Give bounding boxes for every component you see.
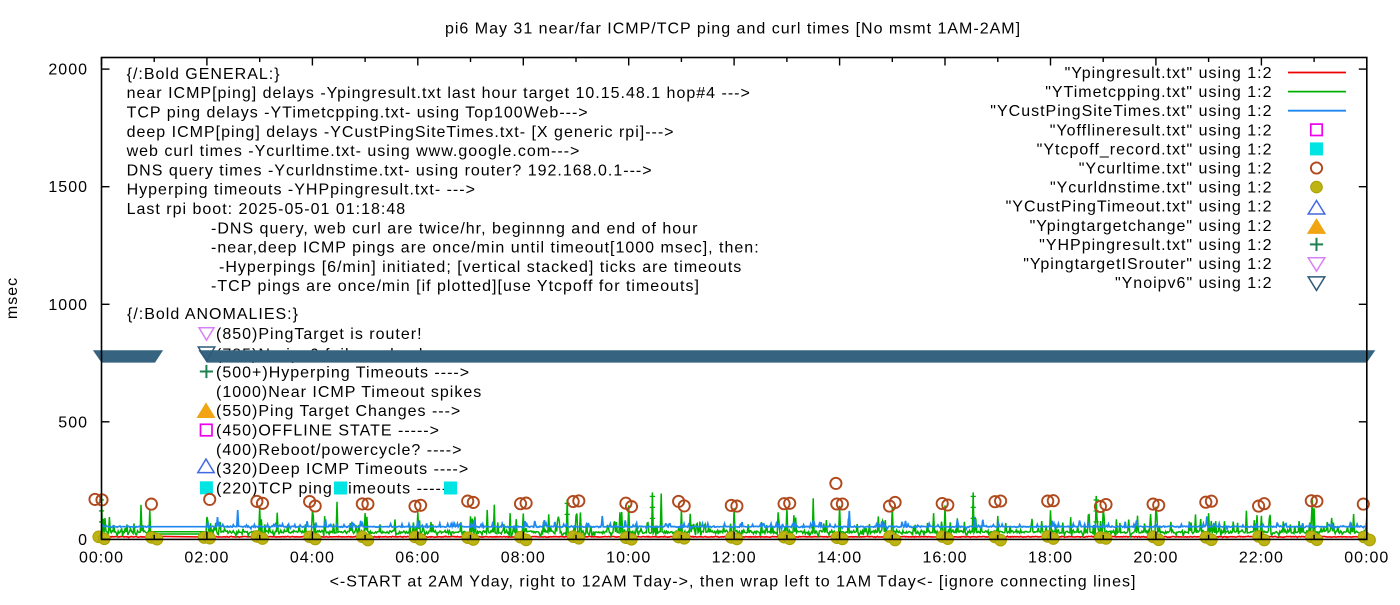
svg-text:14:00: 14:00: [817, 550, 862, 567]
svg-text:deep ICMP[ping] delays -YCustP: deep ICMP[ping] delays -YCustPingSiteTim…: [127, 124, 675, 141]
svg-text:"YTimetcpping.txt" using 1:2: "YTimetcpping.txt" using 1:2: [1045, 84, 1272, 101]
svg-text:(320)Deep ICMP Timeouts ---->: (320)Deep ICMP Timeouts ---->: [216, 461, 469, 478]
svg-text:0: 0: [78, 532, 88, 549]
svg-text:<-START at 2AM Yday, right to: <-START at 2AM Yday, right to 12AM Tday-…: [330, 574, 1137, 591]
svg-text:04:00: 04:00: [290, 550, 335, 567]
svg-text:18:00: 18:00: [1028, 550, 1073, 567]
svg-text:(850)PingTarget is router!: (850)PingTarget is router!: [216, 326, 423, 343]
svg-text:"YCustPingSiteTimes.txt" using: "YCustPingSiteTimes.txt" using 1:2: [990, 103, 1272, 120]
svg-text:"YpingtargetISrouter" using 1:: "YpingtargetISrouter" using 1:2: [1023, 256, 1272, 273]
svg-text:"Ypingtargetchange" using 1:2: "Ypingtargetchange" using 1:2: [1030, 218, 1273, 235]
svg-text:Last rpi boot: 2025-05-01 01:1: Last rpi boot: 2025-05-01 01:18:48: [127, 201, 407, 218]
svg-text:pi6 May 31 near/far ICMP/TCP: pi6 May 31 near/far ICMP/TCP ping and cu…: [445, 21, 1021, 38]
svg-text:"Ycurldnstime.txt" using 1:2: "Ycurldnstime.txt" using 1:2: [1050, 180, 1273, 197]
svg-text:(550)Ping Target Changes --->: (550)Ping Target Changes --->: [216, 403, 461, 420]
svg-text:(400)Reboot/powercycle? ---->: (400)Reboot/powercycle? ---->: [216, 442, 462, 459]
svg-text:web curl times -Ycurltime.txt-: web curl times -Ycurltime.txt- using www…: [126, 143, 581, 160]
svg-text:(500+)Hyperping Timeouts ---->: (500+)Hyperping Timeouts ---->: [216, 365, 470, 382]
svg-text:06:00: 06:00: [395, 550, 440, 567]
svg-text:"Yofflineresult.txt" using 1:2: "Yofflineresult.txt" using 1:2: [1050, 122, 1273, 139]
svg-text:02:00: 02:00: [184, 550, 229, 567]
svg-text:1000: 1000: [48, 297, 88, 314]
svg-text:2000: 2000: [48, 62, 88, 79]
svg-text:near ICMP[ping] delays -Ypingr: near ICMP[ping] delays -Ypingresult.txt …: [127, 85, 751, 102]
svg-text:00:00: 00:00: [1344, 550, 1389, 567]
svg-text:(450)OFFLINE STATE ----->: (450)OFFLINE STATE ----->: [216, 423, 440, 440]
svg-text:10:00: 10:00: [606, 550, 651, 567]
svg-text:-Hyperpings [6/min] initiated;: -Hyperpings [6/min] initiated; [vertical…: [219, 259, 742, 276]
svg-text:"Ycurltime.txt" using 1:2: "Ycurltime.txt" using 1:2: [1079, 161, 1273, 178]
svg-text:500: 500: [58, 414, 88, 431]
svg-text:TCP ping delays -YTimetcpping.: TCP ping delays -YTimetcpping.txt- using…: [127, 105, 589, 122]
svg-text:"YHPpingresult.txt" using 1:2: "YHPpingresult.txt" using 1:2: [1039, 237, 1272, 254]
svg-text:"Ynoipv6" using 1:2: "Ynoipv6" using 1:2: [1115, 275, 1273, 292]
svg-text:{/:Bold GENERAL:}: {/:Bold GENERAL:}: [127, 66, 281, 83]
svg-text:DNS query times -Ycurldnstime.: DNS query times -Ycurldnstime.txt- using…: [127, 162, 653, 179]
svg-text:20:00: 20:00: [1133, 550, 1178, 567]
svg-text:"Ytcpoff_record.txt" using 1:2: "Ytcpoff_record.txt" using 1:2: [1037, 141, 1273, 158]
svg-text:16:00: 16:00: [922, 550, 967, 567]
svg-text:"Ypingresult.txt" using 1:2: "Ypingresult.txt" using 1:2: [1065, 65, 1273, 82]
svg-text:00:00: 00:00: [79, 550, 124, 567]
svg-text:msec: msec: [4, 277, 21, 319]
svg-text:(1000)Near ICMP Timeout spikes: (1000)Near ICMP Timeout spikes: [216, 384, 482, 401]
svg-text:{/:Bold ANOMALIES:}: {/:Bold ANOMALIES:}: [127, 306, 299, 323]
svg-text:-DNS query, web curl are twice: -DNS query, web curl are twice/hr, begin…: [211, 220, 698, 237]
svg-text:-TCP pings are once/min [if pl: -TCP pings are once/min [if plotted][use…: [211, 278, 700, 295]
svg-text:-near,deep ICMP pings are once: -near,deep ICMP pings are once/min until…: [211, 240, 760, 257]
svg-text:22:00: 22:00: [1239, 550, 1284, 567]
svg-text:Hyperping timeouts -YHPpingres: Hyperping timeouts -YHPpingresult.txt- -…: [127, 182, 476, 199]
svg-text:08:00: 08:00: [501, 550, 546, 567]
svg-text:12:00: 12:00: [712, 550, 757, 567]
svg-text:1500: 1500: [48, 179, 88, 196]
svg-text:"YCustPingTimeout.txt" using 1: "YCustPingTimeout.txt" using 1:2: [1006, 199, 1273, 216]
